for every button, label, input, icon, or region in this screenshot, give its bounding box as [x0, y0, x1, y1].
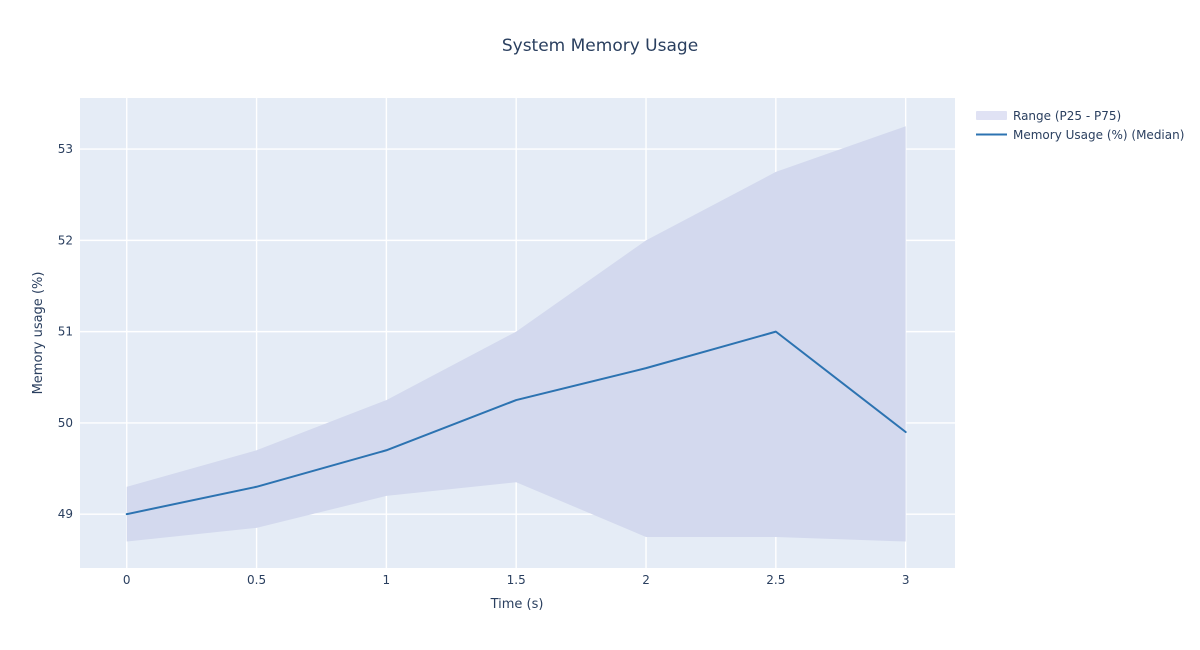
range-band — [126, 126, 906, 542]
x-tick-label: 1.5 — [507, 573, 526, 587]
legend: Range (P25 - P75) Memory Usage (%) (Medi… — [976, 109, 1184, 142]
y-axis-title: Memory usage (%) — [31, 272, 46, 395]
chart-title: System Memory Usage — [502, 36, 698, 56]
y-tick-label: 53 — [58, 142, 73, 156]
x-tick-label: 2.5 — [766, 573, 785, 587]
x-tick-label: 0.5 — [247, 573, 266, 587]
y-tick-label: 52 — [58, 233, 73, 247]
x-axis-title: Time (s) — [490, 597, 544, 612]
legend-item-range[interactable]: Range (P25 - P75) — [976, 109, 1121, 123]
x-tick-label: 0 — [123, 573, 131, 587]
x-tick-label: 1 — [383, 573, 391, 587]
x-tick-label: 2 — [642, 573, 650, 587]
plot-area: 0 0.5 1 1.5 2 2.5 3 49 50 51 52 53 — [58, 98, 955, 587]
legend-label-median: Memory Usage (%) (Median) — [1013, 128, 1184, 142]
y-tick-label: 49 — [58, 507, 73, 521]
legend-item-median[interactable]: Memory Usage (%) (Median) — [976, 128, 1184, 142]
range-band-swatch-icon — [976, 111, 1007, 120]
legend-label-range: Range (P25 - P75) — [1013, 109, 1121, 123]
y-tick-label: 51 — [58, 325, 73, 339]
median-line — [125, 330, 907, 516]
y-tick-label: 50 — [58, 416, 73, 430]
x-tick-label: 3 — [902, 573, 910, 587]
